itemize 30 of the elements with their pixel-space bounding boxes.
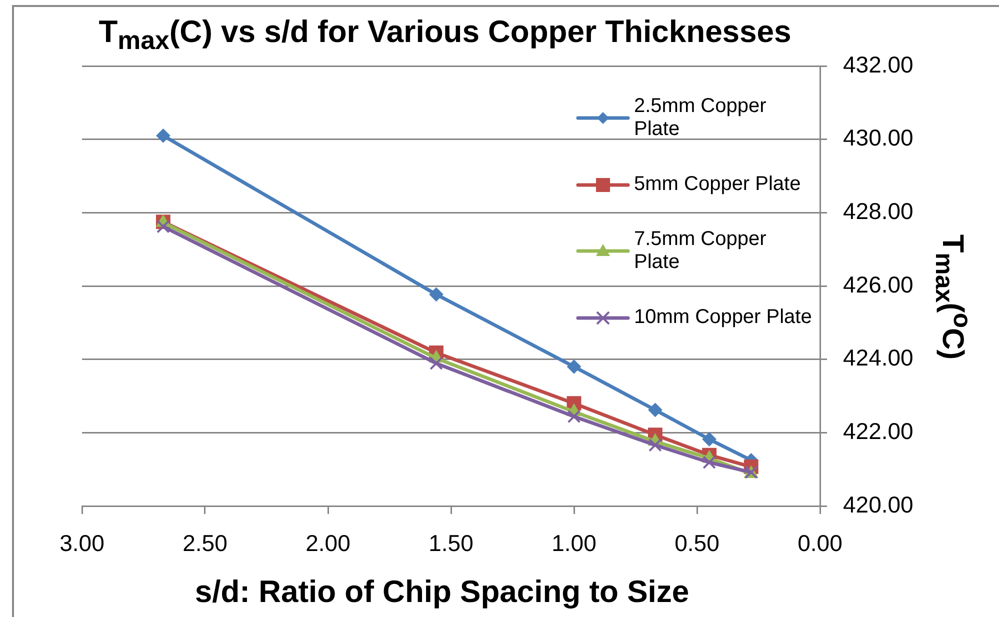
- y-tick-label: 426.00: [843, 271, 914, 298]
- y-tick-label: 432.00: [843, 51, 914, 78]
- x-axis-title: s/d: Ratio of Chip Spacing to Size: [194, 573, 690, 611]
- point: [429, 287, 444, 302]
- point: [156, 220, 170, 234]
- x-tick-label: 2.50: [182, 530, 228, 556]
- point: [648, 402, 662, 417]
- legend-label: 2.5mm Copper Plate: [634, 95, 768, 141]
- point: [702, 432, 716, 446]
- x-tick-label: 1.00: [552, 530, 596, 556]
- legend-label: 5mm Copper Plate: [634, 173, 802, 196]
- point: [567, 360, 581, 374]
- y-tick-label: 428.00: [843, 198, 914, 224]
- chart-title: T$_{max}$(C) vs s/d for Various Copper Thicknesses: [98, 14, 792, 56]
- point: [156, 128, 170, 143]
- point: [702, 456, 716, 470]
- x-tick-label: 1.50: [428, 530, 474, 556]
- point: [648, 438, 662, 452]
- x-tick-label: 3.00: [60, 530, 104, 556]
- y-tick-label: 422.00: [843, 418, 914, 444]
- x-tick-label: 0.00: [798, 530, 842, 556]
- x-tick-label: 2.00: [306, 530, 350, 556]
- point: [567, 410, 581, 424]
- point: [430, 356, 443, 370]
- x-tick-label: 0.50: [674, 530, 720, 556]
- y-tick-label: 420.00: [843, 491, 914, 518]
- legend-label: 7.5mm Copper Plate: [634, 228, 768, 274]
- y-tick-label: 424.00: [843, 344, 914, 371]
- y-tick-label: 430.00: [843, 124, 914, 151]
- legend-label: 10mm Copper Plate: [634, 306, 813, 330]
